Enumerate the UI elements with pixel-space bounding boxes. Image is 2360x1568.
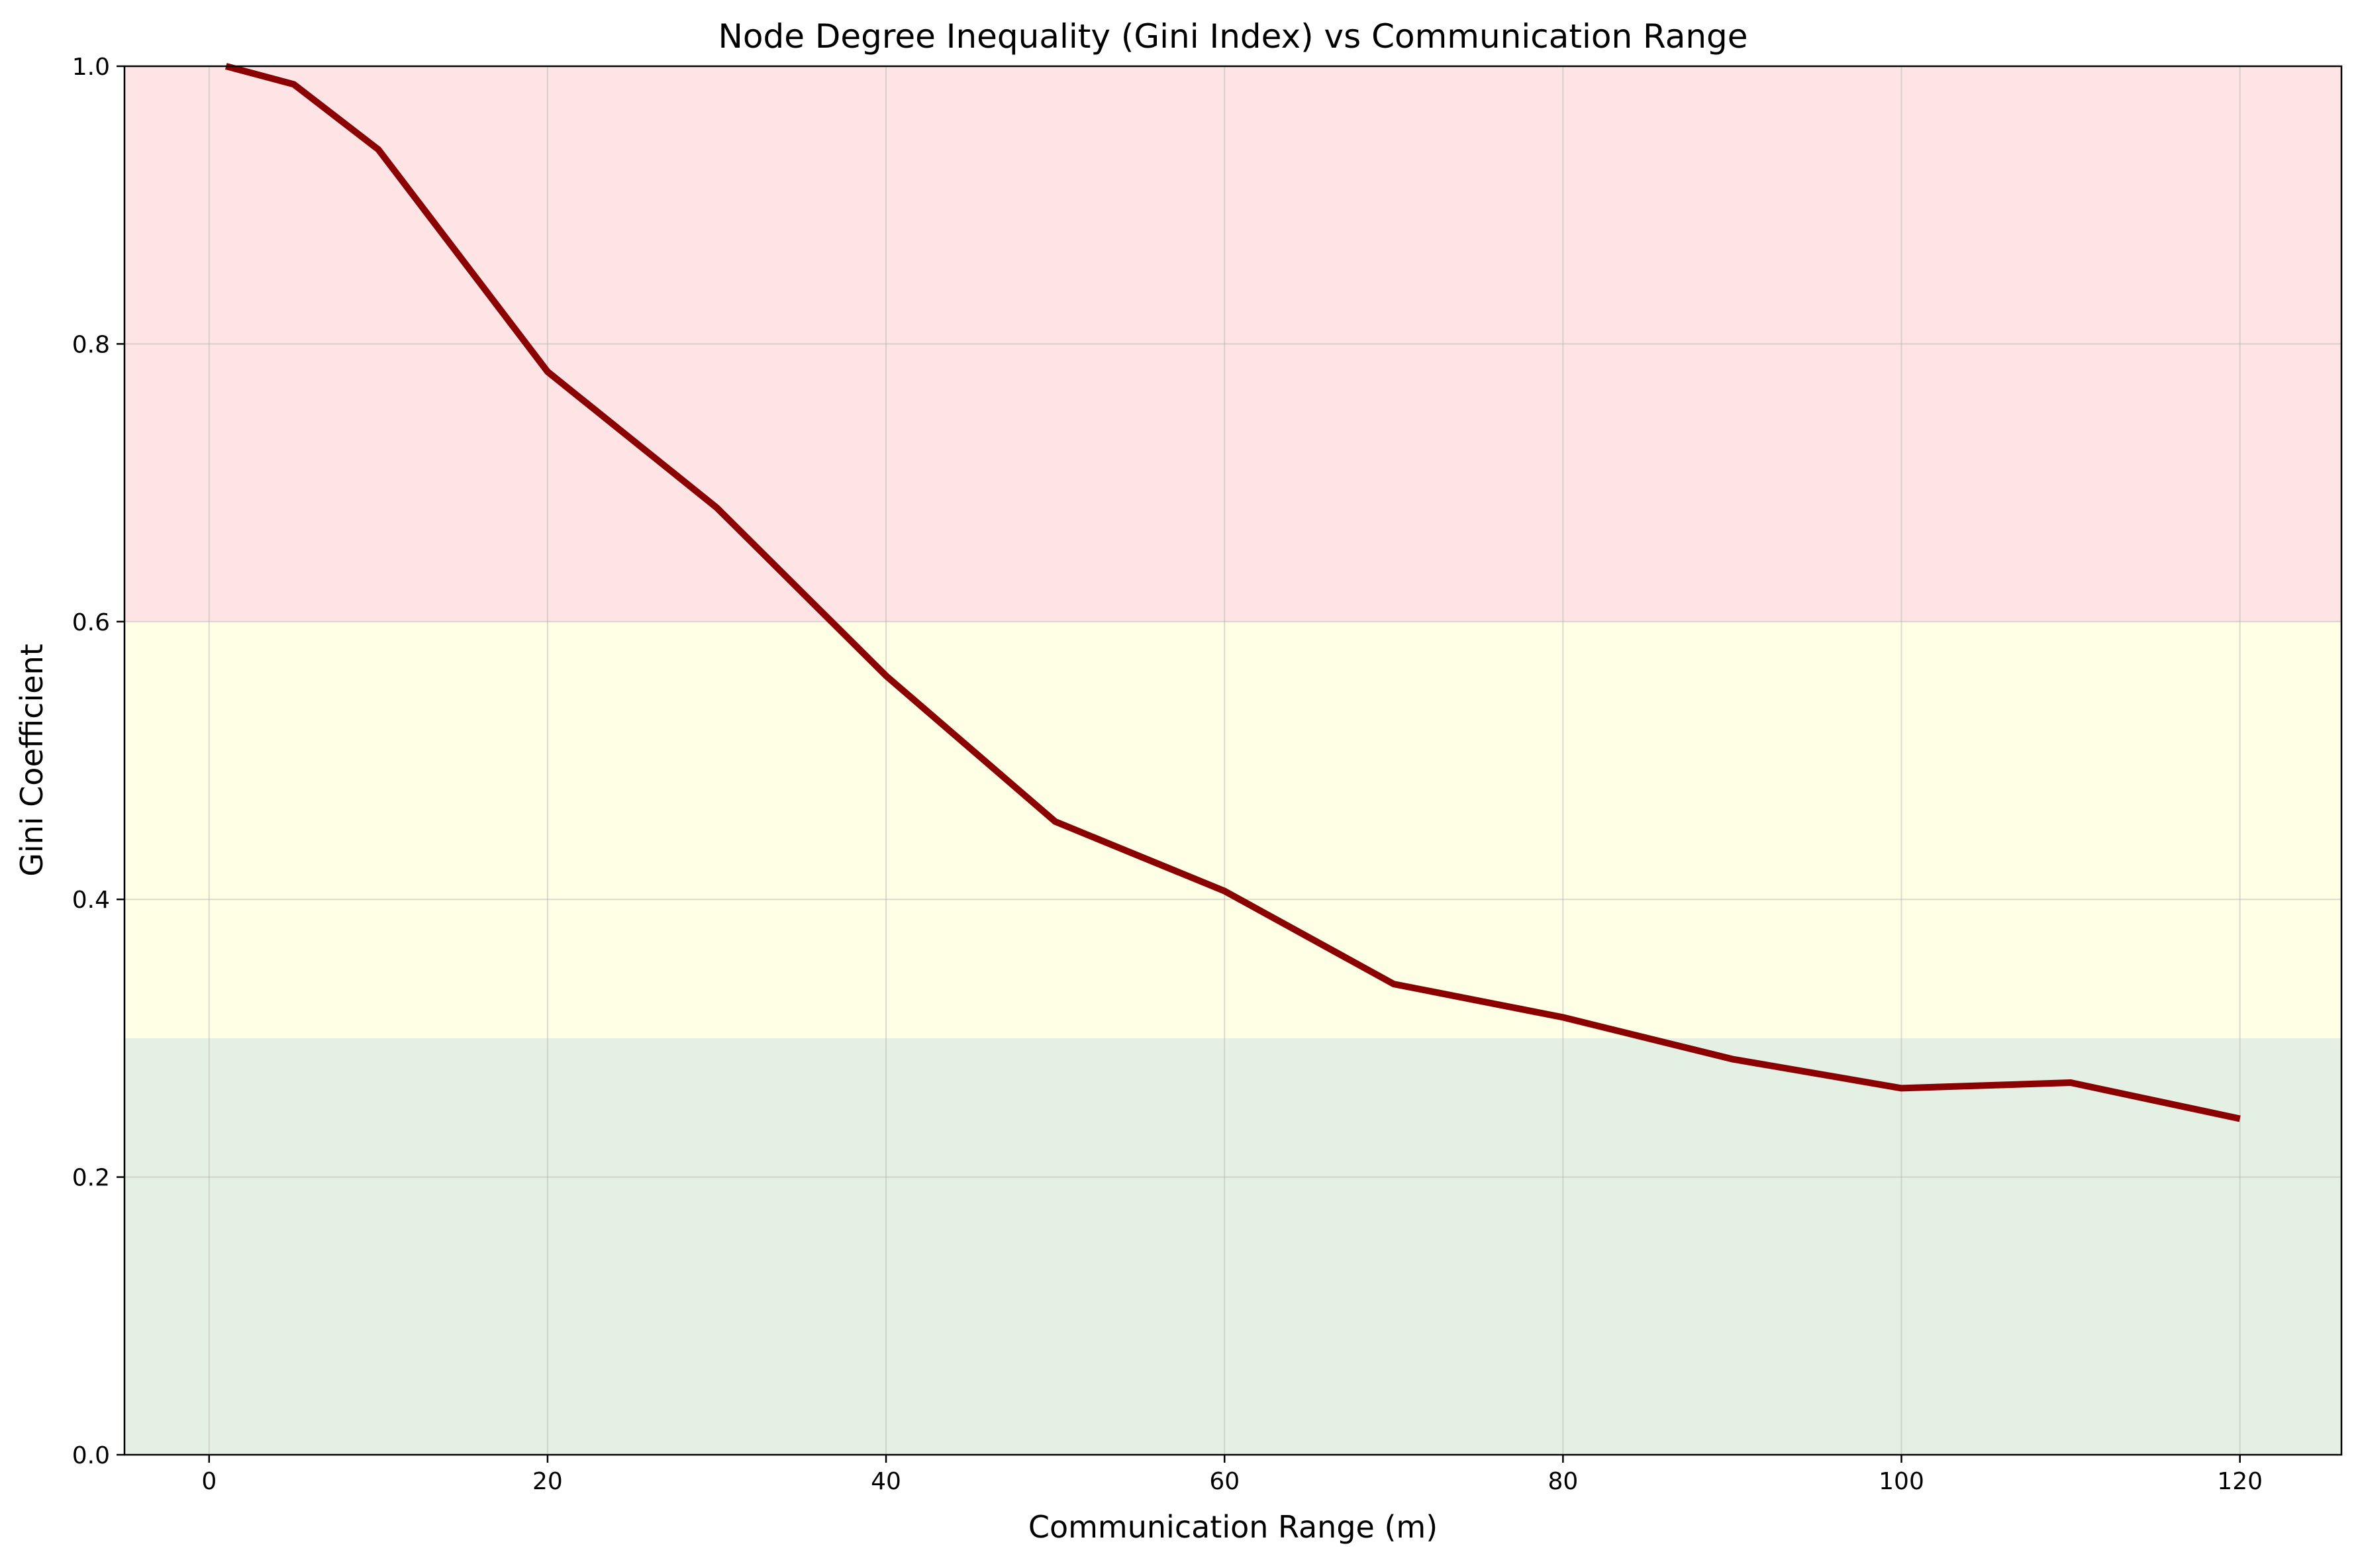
series-layer	[225, 63, 2241, 1122]
y-axis-label: Gini Coefficient	[14, 644, 50, 877]
x-axis-ticks: 0 20 40 60 80 100 120	[201, 1455, 2263, 1495]
y-tick-label-5: 1.0	[72, 54, 110, 81]
x-tick-label-0: 0	[201, 1468, 217, 1495]
plot-frame	[123, 65, 2343, 1456]
x-tick-label-5: 100	[1879, 1468, 1924, 1495]
band-2	[124, 66, 2341, 622]
y-tick-label-4: 0.8	[72, 331, 110, 358]
y-tick-label-0: 0.0	[72, 1442, 110, 1469]
chart-title: Node Degree Inequality (Gini Index) vs C…	[718, 17, 1747, 56]
series-line-0	[225, 63, 2241, 1122]
y-tick-label-2: 0.4	[72, 887, 110, 914]
y-axis-ticks: 0.0 0.2 0.4 0.6 0.8 1.0	[72, 54, 124, 1469]
x-tick-label-4: 80	[1548, 1468, 1578, 1495]
x-tick-label-2: 40	[871, 1468, 901, 1495]
y-tick-label-1: 0.2	[72, 1165, 110, 1192]
band-1	[124, 621, 2341, 1038]
x-axis-label: Communication Range (m)	[1028, 1509, 1438, 1545]
y-tick-label-3: 0.6	[72, 609, 110, 636]
x-tick-label-6: 120	[2217, 1468, 2263, 1495]
band-0	[124, 1038, 2341, 1455]
x-tick-label-3: 60	[1209, 1468, 1240, 1495]
threshold-bands	[124, 66, 2341, 1455]
x-tick-label-1: 20	[532, 1468, 563, 1495]
